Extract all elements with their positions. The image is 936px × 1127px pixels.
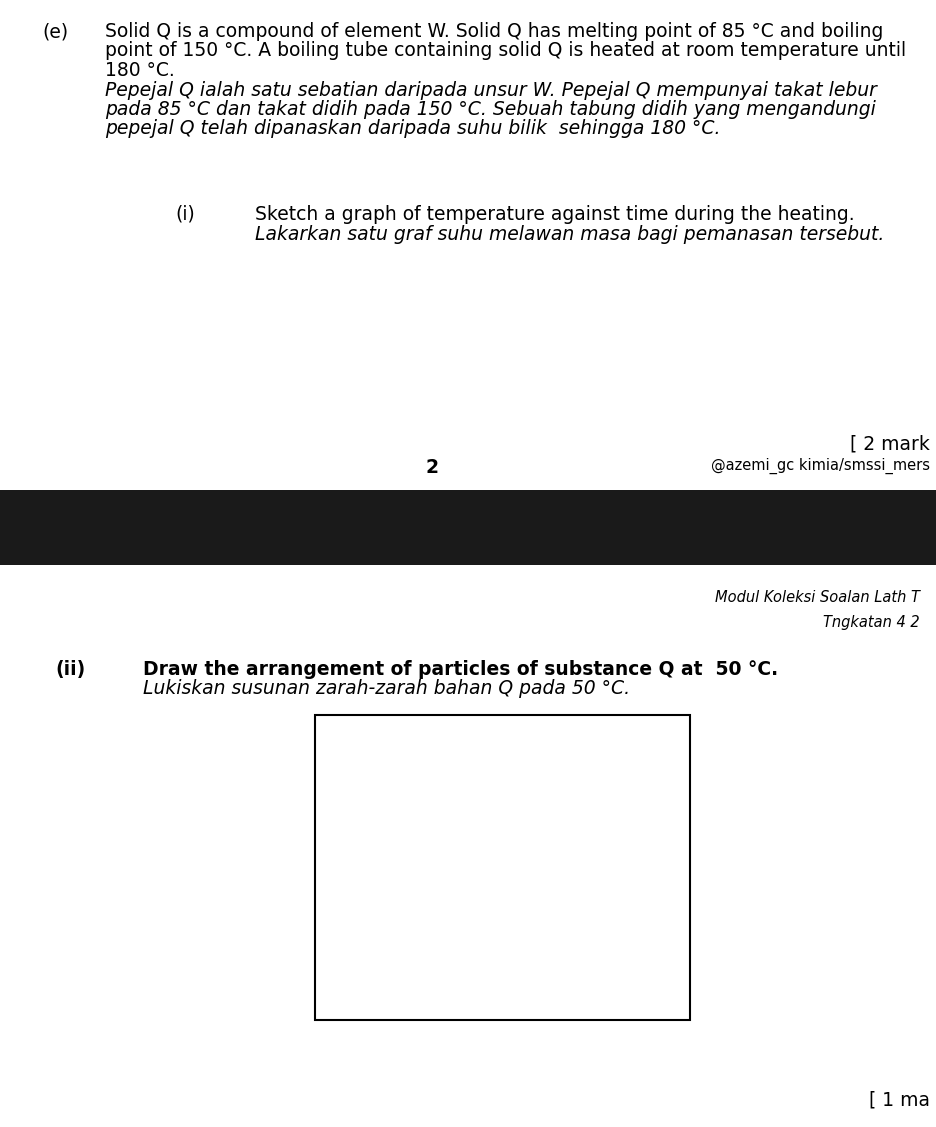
Bar: [0, 490, 936, 565]
Text: (e): (e): [42, 23, 68, 41]
Text: [ 1 ma: [ 1 ma: [869, 1090, 930, 1109]
Text: Sketch a graph of temperature against time during the heating.: Sketch a graph of temperature against ti…: [255, 205, 855, 224]
Text: 2: 2: [426, 458, 438, 477]
Text: [ 2 mark: [ 2 mark: [850, 435, 930, 454]
Text: @azemi_gc kimia/smssi_mers: @azemi_gc kimia/smssi_mers: [711, 458, 930, 474]
Text: (i): (i): [175, 205, 195, 224]
Bar: [315, 715, 690, 1020]
Text: Lukiskan susunan zarah-zarah bahan Q pada 50 °C.: Lukiskan susunan zarah-zarah bahan Q pad…: [143, 680, 630, 699]
Text: pada 85 °C dan takat didih pada 150 °C. Sebuah tabung didih yang mengandungi: pada 85 °C dan takat didih pada 150 °C. …: [105, 100, 876, 119]
Text: Pepejal Q ialah satu sebatian daripada unsur W. Pepejal Q mempunyai takat lebur: Pepejal Q ialah satu sebatian daripada u…: [105, 80, 877, 99]
Text: pepejal Q telah dipanaskan daripada suhu bilik  sehingga 180 °C.: pepejal Q telah dipanaskan daripada suhu…: [105, 119, 721, 139]
Text: Tngkatan 4 2: Tngkatan 4 2: [824, 615, 920, 630]
Text: (ii): (ii): [55, 660, 85, 678]
Text: point of 150 °C. A boiling tube containing solid Q is heated at room temperature: point of 150 °C. A boiling tube containi…: [105, 42, 906, 61]
Text: Lakarkan satu graf suhu melawan masa bagi pemanasan tersebut.: Lakarkan satu graf suhu melawan masa bag…: [255, 224, 885, 243]
Text: Draw the arrangement of particles of substance Q at  50 °C.: Draw the arrangement of particles of sub…: [143, 660, 778, 678]
Text: Solid Q is a compound of element W. Solid Q has melting point of 85 °C and boili: Solid Q is a compound of element W. Soli…: [105, 23, 884, 41]
Text: Modul Koleksi Soalan Lath T: Modul Koleksi Soalan Lath T: [715, 591, 920, 605]
Text: 180 °C.: 180 °C.: [105, 61, 175, 80]
